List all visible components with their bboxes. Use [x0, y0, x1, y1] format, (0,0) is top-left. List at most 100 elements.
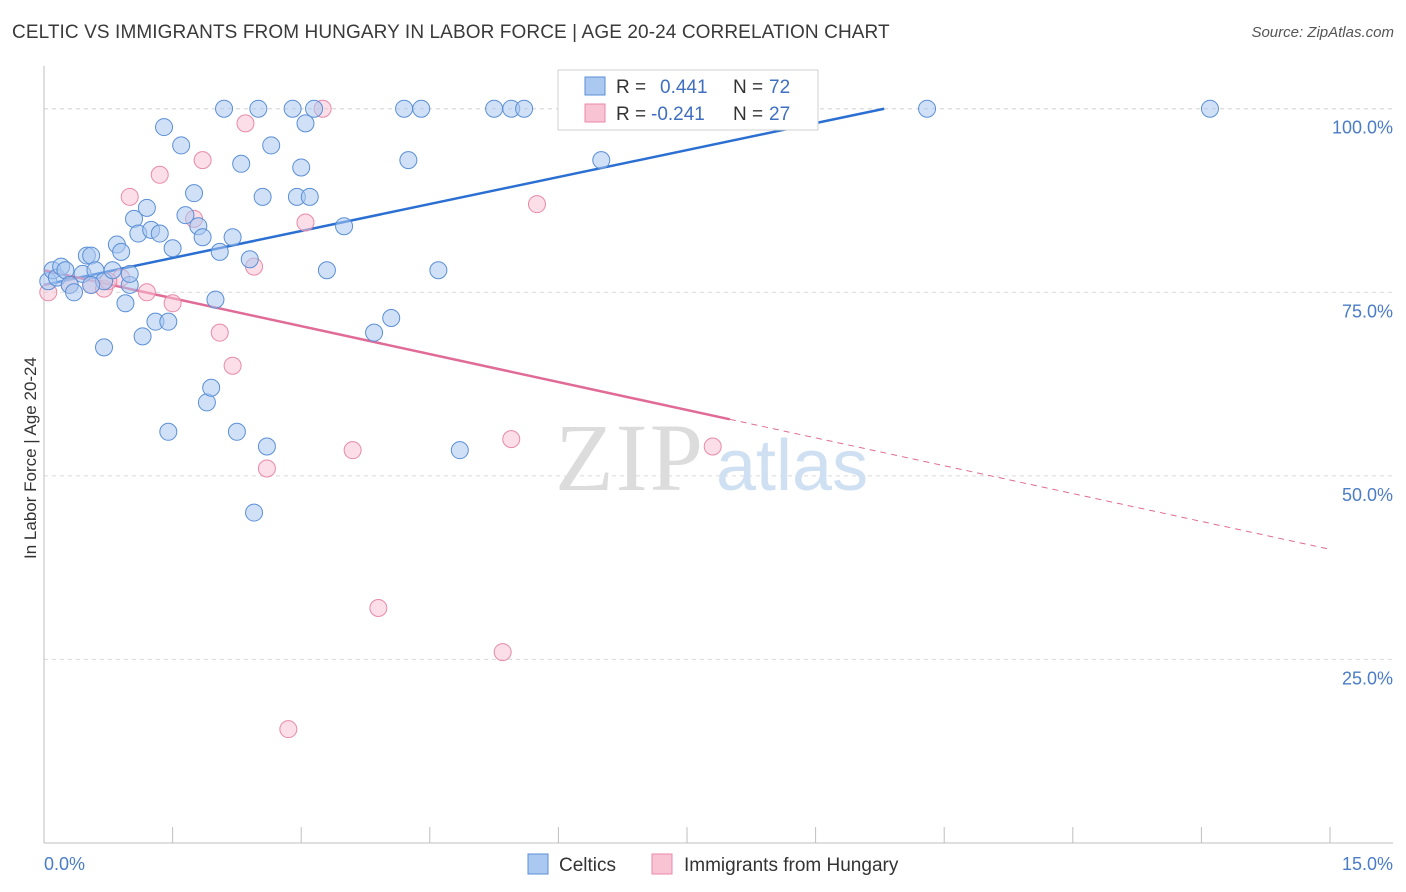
celtic-point-43	[245, 503, 264, 522]
trend-line-hungary-extrapolated	[729, 418, 1331, 550]
trend-line-celtic	[43, 107, 885, 287]
celtic-point-6	[65, 283, 84, 302]
celtic-point-51	[296, 114, 315, 133]
celtic-point-55	[335, 217, 354, 236]
y-tick-label-0: 25.0%	[1342, 668, 1393, 688]
celtic-point-41	[232, 154, 251, 173]
watermark-atlas: atlas	[716, 426, 868, 506]
hungary-point-12	[223, 356, 242, 375]
celtic-point-69	[1200, 99, 1219, 118]
legend-swatch-celtic	[584, 76, 606, 96]
celtic-point-47	[262, 136, 281, 155]
hungary-point-13	[236, 114, 255, 133]
celtic-point-46	[257, 437, 276, 456]
legend-n-label-celtic: N =	[733, 77, 763, 98]
y-tick-label-2: 75.0%	[1342, 301, 1393, 321]
y-axis-label: In Labor Force | Age 20-24	[21, 357, 40, 559]
trend-line-hungary	[43, 269, 731, 421]
celtic-point-58	[395, 99, 414, 118]
celtic-point-29	[172, 136, 191, 155]
legend-r-label-celtic: R =	[616, 77, 646, 98]
celtic-point-59	[399, 151, 418, 170]
series-celtic-points	[39, 99, 1219, 522]
hungary-point-21	[493, 643, 512, 662]
celtic-point-31	[185, 184, 204, 203]
celtic-point-60	[412, 99, 431, 118]
hungary-point-16	[279, 720, 298, 739]
legend-n-value-hungary: 27	[769, 104, 790, 125]
y-tick-label-1: 50.0%	[1342, 485, 1393, 505]
celtic-point-48	[283, 99, 302, 118]
watermark: ZIP atlas	[555, 404, 868, 511]
bottom-legend-label-hungary: Immigrants from Hungary	[684, 855, 899, 876]
celtic-point-26	[159, 312, 178, 331]
legend: R = 0.441 N = 72 R = -0.241 N = 27	[557, 69, 819, 131]
trend-lines	[43, 107, 1331, 550]
celtic-point-33	[193, 228, 212, 247]
hungary-point-10	[193, 151, 212, 170]
celtic-point-21	[137, 198, 156, 217]
hungary-point-15	[257, 459, 276, 478]
legend-swatch-hungary	[584, 103, 606, 123]
hungary-point-25	[703, 437, 722, 456]
legend-n-label-hungary: N =	[733, 104, 763, 125]
celtic-point-15	[112, 242, 131, 261]
celtic-point-13	[103, 261, 122, 280]
celtic-point-39	[223, 228, 242, 247]
hungary-point-11	[210, 323, 229, 342]
celtic-point-42	[240, 250, 259, 269]
celtic-point-20	[133, 327, 152, 346]
celtic-point-56	[365, 323, 384, 342]
hungary-point-7	[150, 165, 169, 184]
celtic-point-12	[95, 338, 114, 357]
bottom-legend-label-celtic: Celtics	[559, 855, 616, 876]
celtic-point-40	[227, 422, 246, 441]
legend-r-value-hungary: -0.241	[651, 104, 705, 125]
hungary-point-23	[527, 195, 546, 214]
celtic-point-35	[202, 378, 221, 397]
bottom-legend-swatch-hungary	[651, 853, 673, 875]
hungary-point-19	[343, 441, 362, 460]
celtic-point-30	[176, 206, 195, 225]
hungary-point-17	[296, 213, 315, 232]
celtic-point-61	[429, 261, 448, 280]
chart-title: CELTIC VS IMMIGRANTS FROM HUNGARY IN LAB…	[12, 22, 890, 43]
celtic-point-36	[206, 290, 225, 309]
x-tick-left: 0.0%	[44, 854, 85, 874]
gridlines	[44, 108, 1393, 660]
hungary-point-8	[163, 294, 182, 313]
y-tick-labels: 25.0% 50.0% 75.0% 100.0%	[1332, 118, 1393, 689]
bottom-legend: Celtics Immigrants from Hungary	[527, 853, 899, 876]
celtic-point-50	[292, 158, 311, 177]
legend-n-value-celtic: 72	[769, 77, 790, 98]
celtic-point-37	[210, 242, 229, 261]
celtic-point-44	[249, 99, 268, 118]
hungary-point-20	[369, 599, 388, 618]
celtic-point-53	[305, 99, 324, 118]
legend-r-label-hungary: R =	[616, 104, 646, 125]
watermark-zip: ZIP	[555, 404, 705, 511]
celtic-point-25	[155, 118, 174, 137]
celtic-point-57	[382, 308, 401, 327]
hungary-point-22	[502, 430, 521, 449]
celtic-point-65	[515, 99, 534, 118]
celtic-point-54	[317, 261, 336, 280]
celtic-point-28	[163, 239, 182, 258]
y-tick-label-3: 100.0%	[1332, 118, 1393, 138]
celtic-point-62	[450, 441, 469, 460]
celtic-point-45	[253, 187, 272, 206]
celtic-point-70	[82, 275, 101, 294]
x-tick-right: 15.0%	[1342, 854, 1393, 874]
celtic-point-27	[159, 422, 178, 441]
hungary-point-6	[137, 283, 156, 302]
hungary-point-5	[120, 187, 139, 206]
celtic-point-16	[116, 294, 135, 313]
celtic-point-24	[150, 224, 169, 243]
legend-r-value-celtic: 0.441	[660, 77, 708, 98]
celtic-point-66	[592, 151, 611, 170]
celtic-point-68	[918, 99, 937, 118]
chart-source: Source: ZipAtlas.com	[1251, 24, 1394, 41]
axes	[43, 66, 1393, 844]
celtic-point-38	[215, 99, 234, 118]
